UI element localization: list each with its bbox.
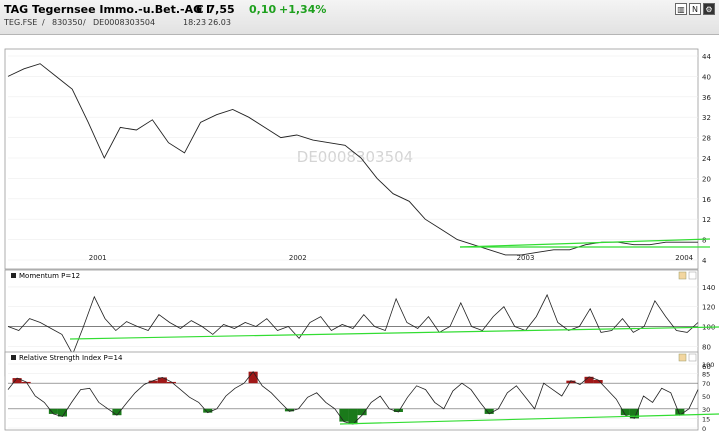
rsi-overbought-fill — [157, 377, 167, 384]
separator: / — [42, 18, 45, 27]
rsi-y-tick-label: 100 — [702, 361, 714, 369]
price-change-percent: +1,34% — [279, 3, 327, 16]
price-x-tick-label: 2002 — [289, 254, 307, 262]
rsi-oversold-fill — [339, 408, 349, 422]
bar-chart-icon[interactable]: ▥ — [675, 3, 687, 15]
isin-label: DE0008303504 — [93, 18, 156, 27]
price-y-tick-label: 32 — [702, 114, 711, 122]
time-label: 18:23 — [183, 18, 207, 27]
price-y-tick-label: 4 — [702, 257, 707, 265]
panel-options-icon[interactable] — [678, 271, 687, 280]
panel-marker-icon — [11, 355, 16, 360]
watermark: DE0008303504 — [297, 148, 413, 166]
rsi-title: Relative Strength Index P=14 — [19, 354, 123, 362]
rsi-trendline — [339, 413, 719, 425]
momentum-y-tick-label: 60 — [702, 363, 711, 371]
momentum-trendline — [69, 326, 719, 340]
price-change: 0,10 — [249, 3, 277, 16]
price-y-tick-label: 20 — [702, 175, 711, 183]
rsi-overbought-fill — [12, 378, 22, 384]
rsi-y-tick-label: 30 — [702, 406, 710, 414]
rsi-oversold-fill — [393, 408, 403, 412]
price-y-tick-label: 40 — [702, 73, 711, 81]
price-plot-frame — [4, 48, 699, 270]
panel-options-icon[interactable] — [678, 353, 687, 362]
wkn-label: 830350 — [52, 18, 83, 27]
chart-header: TAG Tegernsee Immo.-u.Bet.-AG I € 7,55 0… — [0, 0, 719, 35]
rsi-y-tick-label: 50 — [702, 393, 710, 401]
momentum-y-tick-label: 120 — [702, 304, 715, 312]
rsi-oversold-fill — [284, 408, 294, 412]
rsi-overbought-fill — [166, 381, 176, 384]
rsi-overbought-fill — [584, 376, 594, 384]
date-label: 26.03 — [208, 18, 231, 27]
price-series-line — [7, 63, 698, 256]
panel-close-icon[interactable] — [688, 353, 697, 362]
rsi-oversold-fill — [357, 408, 367, 416]
price-panel: DE0008303504 4 8 12 16 20 24 28 32 36 40 44 2001 20… — [4, 48, 711, 270]
settings-icon[interactable]: ⚙ — [703, 3, 715, 15]
chart-toolbar: ▥ N ⚙ — [675, 3, 715, 15]
rsi-y-tick-label: 0 — [702, 425, 706, 431]
rsi-overbought-fill — [566, 380, 576, 384]
support-trendline — [459, 238, 711, 248]
rsi-overbought-fill — [248, 371, 258, 384]
price-y-tick-label: 44 — [702, 53, 711, 61]
rsi-y-tick-label: 15 — [702, 415, 710, 423]
separator: / — [83, 18, 86, 27]
instrument-title: TAG Tegernsee Immo.-u.Bet.-AG I — [4, 3, 211, 16]
momentum-y-tick-label: 140 — [702, 284, 715, 292]
rsi-oversold-fill — [348, 408, 358, 425]
momentum-title: Momentum P=12 — [19, 272, 80, 280]
price-y-tick-label: 8 — [702, 237, 706, 245]
rsi-oversold-fill — [112, 408, 122, 416]
momentum-series-line — [7, 293, 699, 356]
price-y-tick-label: 16 — [702, 196, 711, 204]
price-x-tick-label: 2003 — [517, 254, 535, 262]
rsi-oversold-fill — [48, 408, 58, 414]
rsi-overbought-fill — [148, 380, 158, 384]
panel-marker-icon — [11, 273, 16, 278]
rsi-oversold-fill — [675, 408, 685, 416]
last-price: € 7,55 — [196, 3, 235, 16]
rsi-oversold-fill — [484, 408, 494, 414]
price-y-tick-label: 36 — [702, 94, 711, 102]
momentum-y-tick-label: 80 — [702, 343, 711, 351]
panel-close-icon[interactable] — [688, 271, 697, 280]
chart-area: DE0008303504 4 8 12 16 20 24 28 32 36 40 44 2001 20… — [4, 48, 719, 431]
price-y-tick-label: 28 — [702, 135, 711, 143]
rsi-oversold-fill — [620, 408, 630, 416]
price-x-tick-label: 2004 — [675, 254, 693, 262]
rsi-oversold-fill — [57, 408, 68, 417]
rsi-y-tick-label: 70 — [702, 380, 710, 388]
price-y-tick-label: 12 — [702, 216, 711, 224]
price-x-tick-label: 2001 — [89, 254, 107, 262]
rsi-y-tick-label: 85 — [702, 371, 710, 379]
price-y-tick-label: 24 — [702, 155, 711, 163]
rsi-oversold-fill — [203, 408, 213, 413]
symbol-label: TEG.FSE — [4, 18, 38, 27]
rsi-overbought-fill — [593, 380, 603, 384]
news-icon[interactable]: N — [689, 3, 701, 15]
rsi-oversold-fill — [629, 408, 639, 419]
